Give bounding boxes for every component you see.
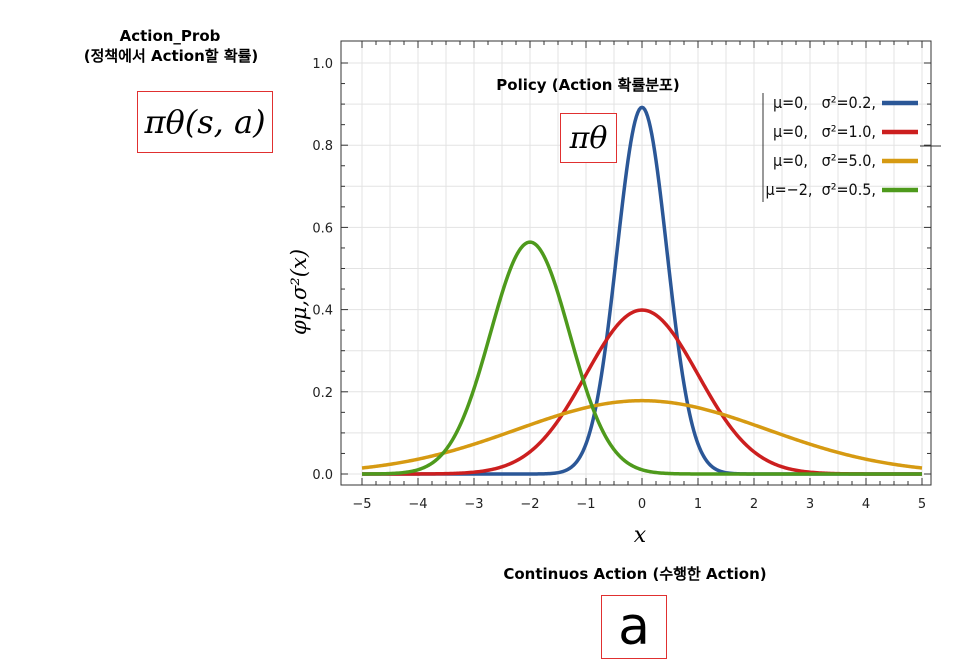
x-tick-labels: −5 −4 −3 −2 −1 0 1 2 3 4 5 — [352, 497, 926, 512]
policy-formula-box: πθ — [560, 113, 617, 163]
continuous-action-formula-box: a — [601, 595, 667, 659]
continuous-action-formula: a — [618, 597, 650, 657]
x-tick-label: 3 — [806, 497, 814, 512]
x-tick-label: −4 — [408, 497, 427, 512]
x-tick-label: 4 — [862, 497, 870, 512]
y-tick-labels: 0.0 0.2 0.4 0.6 0.8 1.0 — [312, 57, 333, 483]
policy-title: Policy (Action 확률분포) — [496, 76, 679, 94]
legend-label: μ=0, σ²=0.2, — [773, 93, 876, 112]
x-tick-label: −1 — [576, 497, 595, 512]
y-tick-label: 0.2 — [312, 386, 333, 401]
legend-label: μ=0, σ²=1.0, — [773, 122, 876, 141]
x-tick-label: −2 — [520, 497, 539, 512]
y-tick-label: 0.6 — [312, 221, 333, 236]
x-tick-label: 2 — [750, 497, 758, 512]
legend-label: μ=0, σ²=5.0, — [773, 151, 876, 170]
series-group — [361, 105, 923, 476]
x-tick-label: −3 — [464, 497, 483, 512]
x-axis-label: x — [634, 523, 647, 548]
x-tick-label: 0 — [638, 497, 646, 512]
x-tick-label: 1 — [694, 497, 702, 512]
continuous-action-title: Continuos Action (수행한 Action) — [503, 565, 767, 583]
legend-label: μ=−2, σ²=0.5, — [765, 180, 876, 199]
plot-frame — [340, 40, 932, 486]
ticks — [341, 41, 931, 485]
series-line — [361, 398, 923, 470]
x-tick-label: 5 — [918, 497, 926, 512]
y-axis-label: φμ,σ²(x) — [287, 249, 311, 335]
policy-formula: πθ — [569, 120, 608, 156]
y-tick-label: 0.4 — [312, 304, 333, 319]
y-tick-label: 1.0 — [312, 57, 333, 72]
series-line — [361, 240, 923, 476]
action-prob-formula-box: πθ(s, a) — [137, 91, 273, 153]
action-prob-subtitle: (정책에서 Action할 확률) — [83, 47, 259, 65]
y-tick-label: 0.0 — [312, 468, 333, 483]
action-prob-title: Action_Prob — [119, 27, 221, 45]
y-tick-label: 0.8 — [312, 139, 333, 154]
legend: μ=0, σ²=0.2, μ=0, σ²=1.0, μ=0, σ²=5.0, μ=−2… — [762, 93, 941, 202]
action-prob-formula: πθ(s, a) — [144, 103, 266, 141]
x-tick-label: −5 — [352, 497, 371, 512]
